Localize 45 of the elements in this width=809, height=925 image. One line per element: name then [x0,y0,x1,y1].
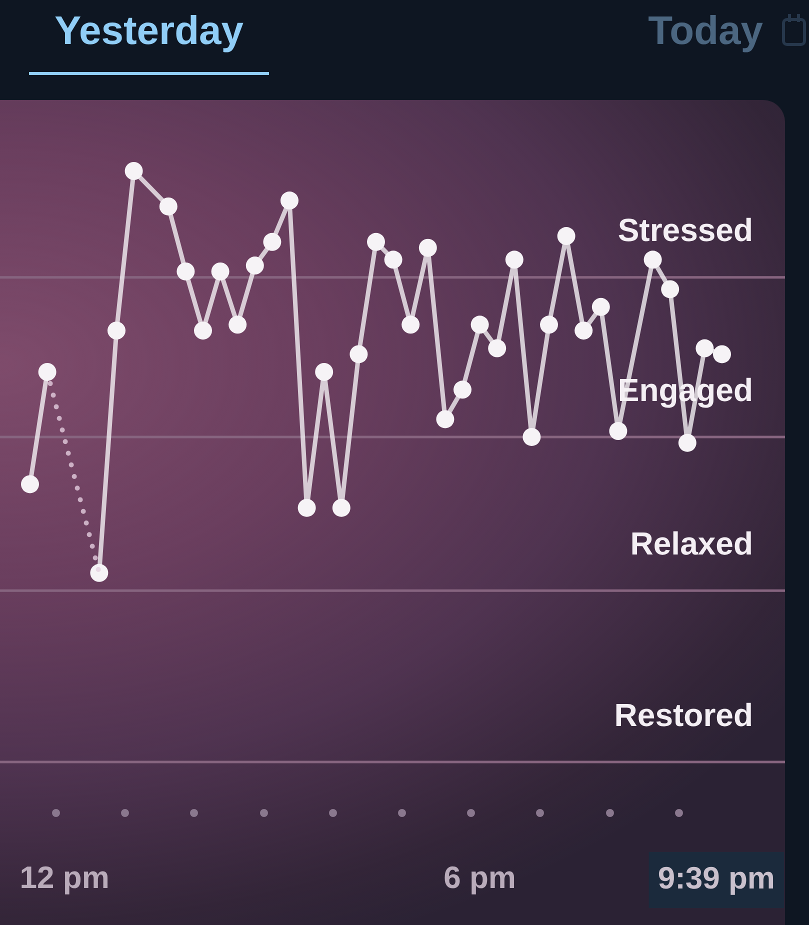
point [21,475,39,494]
point [661,280,680,298]
text: Yesterday [54,9,244,53]
point [367,232,385,251]
point [402,316,420,334]
point [557,227,576,246]
point [678,434,696,452]
point [194,322,212,340]
point [38,362,56,381]
x-tick-label: 6 pm [444,860,516,896]
ref-line-label: Relaxed [630,525,753,562]
point [488,339,506,358]
point [124,162,143,180]
point [263,232,282,251]
x-tick-label: 12 pm [20,860,110,896]
point [350,345,368,364]
point [436,410,454,428]
point [644,250,662,269]
point [90,564,108,582]
point [505,250,524,269]
point [108,322,126,340]
point [315,362,334,381]
text: 9:39 pm [658,860,776,896]
point [211,262,230,280]
point [332,498,350,517]
ref-line-label: Restored [614,696,753,733]
point [540,316,558,334]
point [592,298,610,316]
point [298,498,316,517]
point [384,250,402,269]
point [609,422,628,440]
point [713,345,731,364]
point [470,316,489,334]
point [522,428,541,446]
point [176,262,195,280]
point [454,380,472,399]
ref-line-label: Stressed [618,212,753,248]
point [228,316,247,334]
point [280,192,298,210]
point [574,322,593,340]
point [696,339,714,358]
point [418,238,437,257]
text: Today [648,9,763,53]
point [246,256,264,275]
point [159,197,178,216]
